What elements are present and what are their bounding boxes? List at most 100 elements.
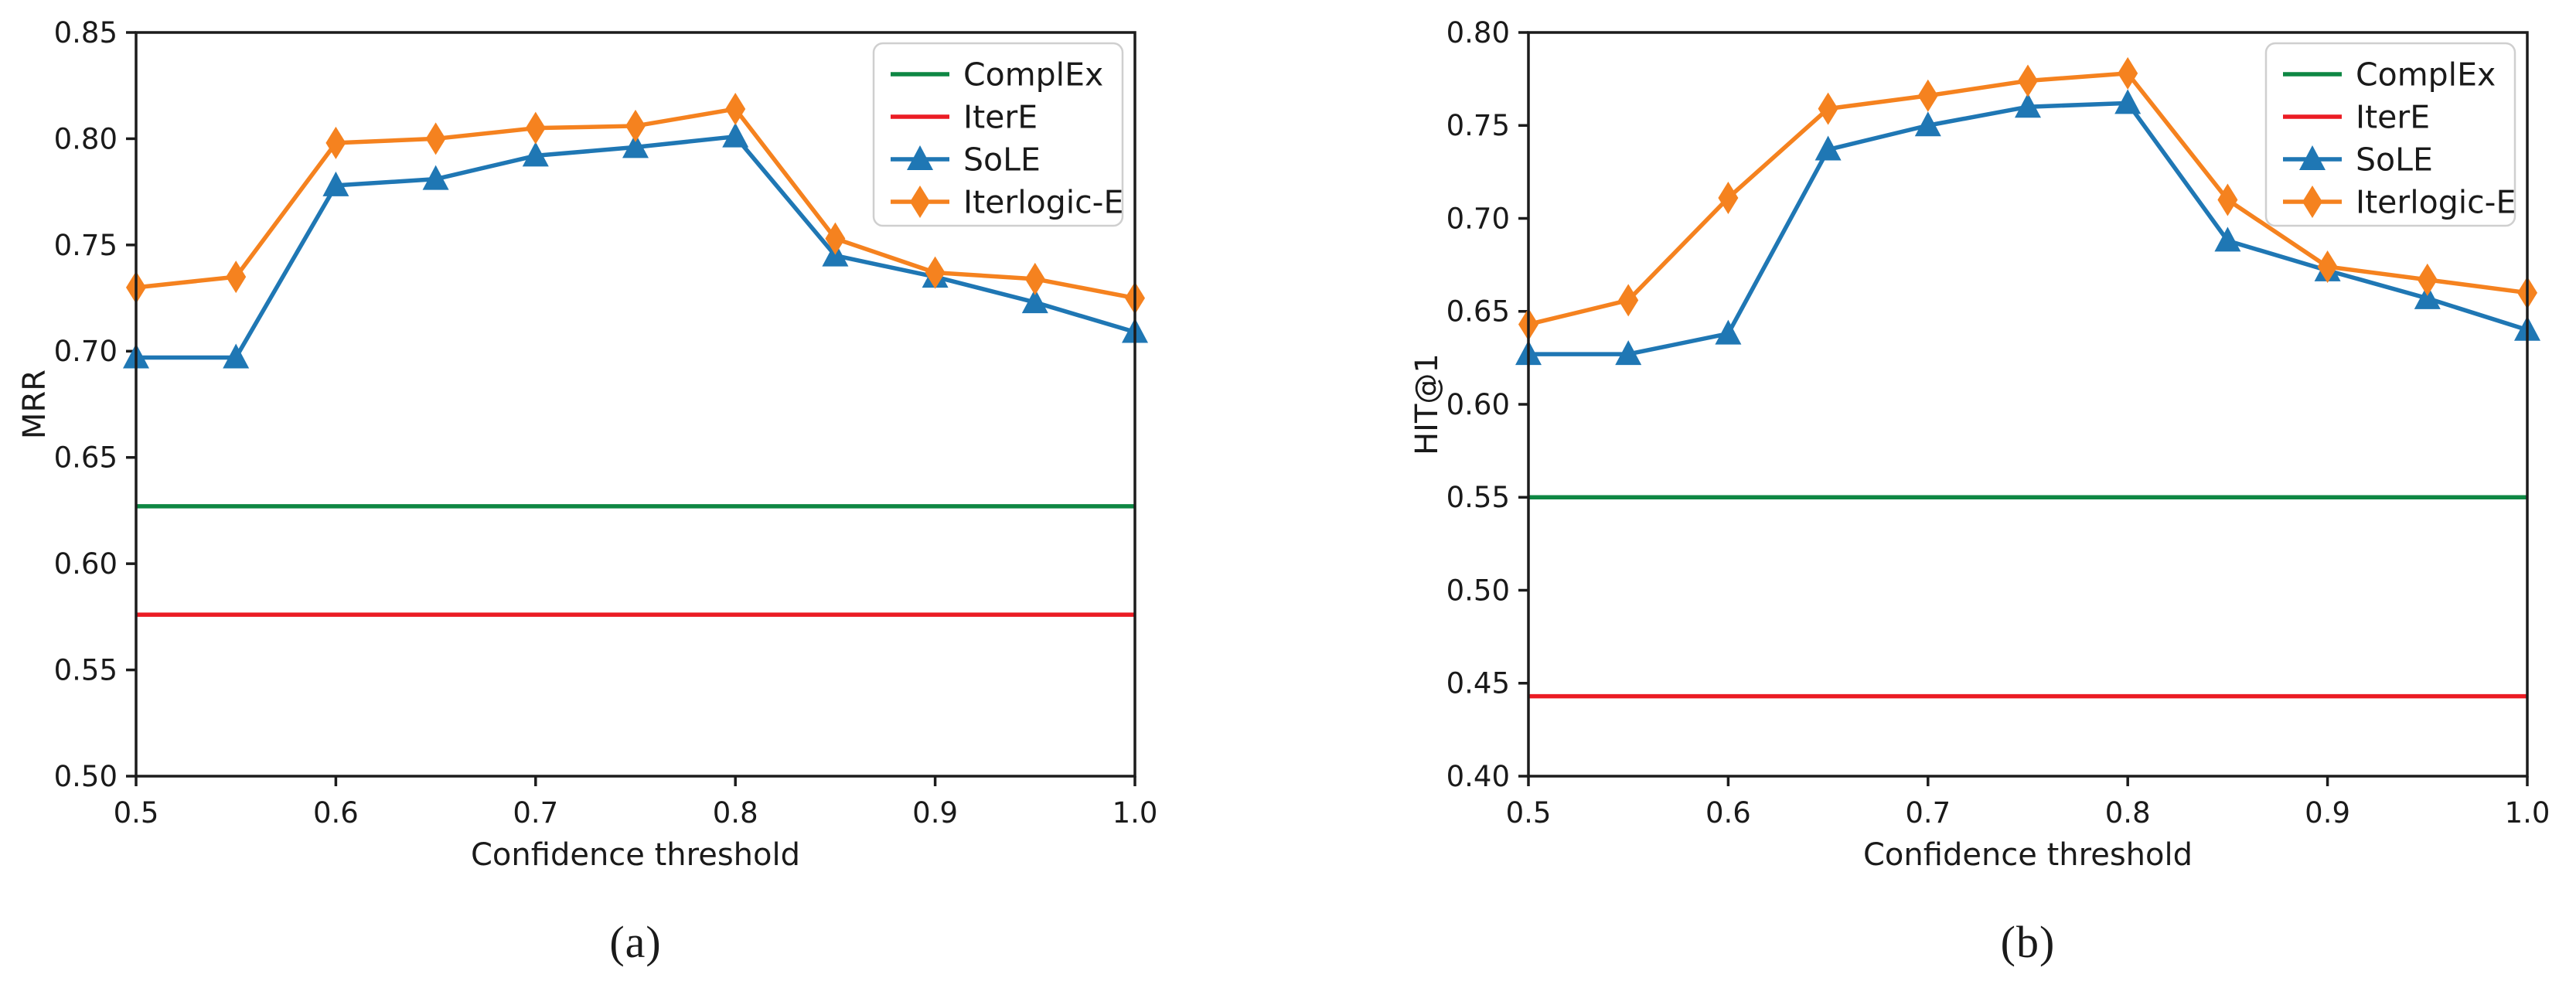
legend-label: ComplEx [963,56,1103,93]
plot-frame [1527,31,2529,778]
triangle-marker [223,343,250,369]
caption-a: (a) [609,917,662,967]
y-tick-label: 0.60 [54,547,118,581]
triangle-marker [1814,135,1842,161]
diamond-marker [2018,64,2038,97]
legend-label: IterE [963,98,1038,135]
triangle-marker [1914,111,1941,137]
y-tick-label: 0.60 [1446,388,1510,421]
axis: 0.40 0.45 0.50 0.55 0.60 0.65 0.70 0.75 0.80 0.5 0… [1409,16,2550,873]
legend: ComplEx IterE SoLE Iterlogic-E [2264,42,2516,227]
x-tick-label: 0.6 [1705,796,1751,830]
plot-frame [135,31,1136,778]
legend-diamond-marker [2302,186,2322,218]
y-tick-label: 0.55 [1446,481,1510,514]
triangle-marker [1021,288,1048,314]
diamond-marker [725,92,746,125]
triangle-marker [622,133,649,158]
legend-entry-itere: IterE [891,98,1038,135]
x-tick-label: 0.7 [1905,796,1951,830]
chart-b-svg: 0.40 0.45 0.50 0.55 0.60 0.65 0.70 0.75 0.80 0.5 0… [1409,16,2550,873]
legend-label: ComplEx [2356,56,2496,93]
diamond-marker [625,109,646,142]
diamond-marker [1917,79,1938,112]
y-axis-label: HIT@1 [1409,353,1445,455]
legend-label: Iterlogic-E [963,183,1123,220]
legend-entry-complex: ComplEx [2283,56,2496,93]
legend-entry-sole: SoLE [2283,141,2433,178]
x-tick-label: 0.9 [912,796,958,830]
panel-b: 0.40 0.45 0.50 0.55 0.60 0.65 0.70 0.75 0.80 0.5 0… [1288,0,2576,1005]
diamond-marker [325,126,346,159]
legend-entry-itere: IterE [2283,98,2430,135]
y-tick-label: 0.75 [1446,109,1510,142]
y-tick-label: 0.50 [54,760,118,793]
diamond-marker [2217,183,2238,216]
y-tick-label: 0.55 [54,654,118,687]
y-tick-label: 0.85 [54,16,118,49]
chart-a-svg: 0.50 0.55 0.60 0.65 0.70 0.75 0.80 0.85 0.5 0.6 0.… [17,16,1158,873]
triangle-marker [1715,319,1742,345]
diamond-marker [925,256,946,289]
diamond-marker [1024,262,1045,295]
triangle-marker [1615,340,1642,366]
caption-b: (b) [2000,917,2056,967]
y-tick-label: 0.50 [1446,574,1510,607]
diamond-marker [2317,250,2338,284]
x-axis-label: Confidence threshold [1863,837,2193,873]
triangle-marker [2414,284,2441,309]
triangle-marker [2114,89,2142,114]
legend-label: SoLE [2356,141,2433,178]
legend-triangle-marker [907,145,933,170]
series-iterlogic-e [126,92,1145,315]
triangle-marker [422,165,449,190]
y-tick-label: 0.45 [1446,667,1510,700]
triangle-marker [722,122,749,148]
y-tick-label: 0.40 [1446,760,1510,793]
diamond-marker [226,261,247,294]
legend-entry-iterlogic-e: Iterlogic-E [2283,183,2516,220]
legend-box [2264,42,2516,227]
panel-a: 0.50 0.55 0.60 0.65 0.70 0.75 0.80 0.85 0.5 0.6 0.… [17,16,1158,967]
diamond-marker [2417,263,2438,296]
x-tick-label: 0.5 [1506,796,1552,830]
diamond-marker [2118,56,2138,90]
diamond-marker [1718,182,1739,215]
y-tick-label: 0.80 [1446,16,1510,49]
x-tick-label: 1.0 [2505,796,2550,830]
legend-label: SoLE [963,141,1041,178]
y-tick-label: 0.65 [1446,295,1510,329]
triangle-marker [2214,227,2241,252]
x-tick-label: 1.0 [1113,796,1158,830]
diamond-marker [425,122,446,155]
diamond-marker [525,111,546,145]
triangle-marker [522,141,549,167]
y-tick-label: 0.70 [54,335,118,368]
x-axis-label: Confidence threshold [471,837,800,873]
diamond-marker [1618,284,1639,317]
diamond-marker [825,222,846,255]
x-tick-label: 0.7 [513,796,558,830]
legend-triangle-marker [2299,145,2326,170]
legend: ComplEx IterE SoLE Iterlogic-E [872,42,1124,227]
legend-entry-sole: SoLE [891,141,1041,178]
legend-entry-complex: ComplEx [891,56,1103,93]
x-tick-label: 0.8 [713,796,758,830]
y-tick-label: 0.70 [1446,202,1510,235]
y-axis-label: MRR [17,370,53,439]
y-tick-label: 0.65 [54,441,118,475]
legend-diamond-marker [910,186,930,218]
x-tick-label: 0.5 [114,796,159,830]
legend-entry-iterlogic-e: Iterlogic-E [891,183,1123,220]
x-tick-label: 0.6 [313,796,359,830]
legend-box [872,42,1124,227]
triangle-marker [2015,93,2041,118]
diamond-marker [1818,92,1838,125]
legend-label: IterE [2356,98,2430,135]
legend-label: Iterlogic-E [2356,183,2516,220]
x-tick-label: 0.8 [2105,796,2151,830]
triangle-marker [322,171,349,196]
y-tick-label: 0.75 [54,229,118,262]
y-tick-label: 0.80 [54,122,118,155]
